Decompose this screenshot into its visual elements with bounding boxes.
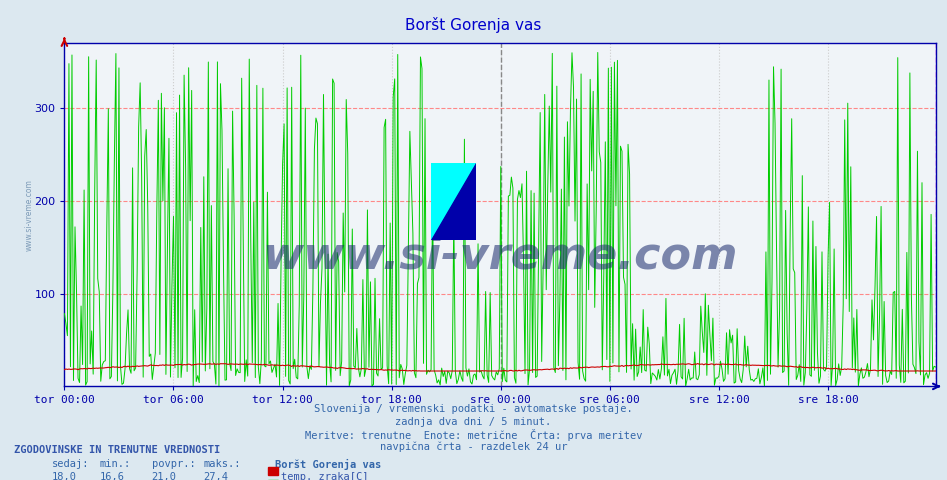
Text: min.:: min.: bbox=[99, 459, 131, 469]
Text: navpična črta - razdelek 24 ur: navpična črta - razdelek 24 ur bbox=[380, 442, 567, 452]
Text: povpr.:: povpr.: bbox=[152, 459, 195, 469]
Text: maks.:: maks.: bbox=[204, 459, 241, 469]
Text: www.si-vreme.com: www.si-vreme.com bbox=[25, 179, 34, 251]
Polygon shape bbox=[431, 163, 476, 240]
Text: ZGODOVINSKE IN TRENUTNE VREDNOSTI: ZGODOVINSKE IN TRENUTNE VREDNOSTI bbox=[14, 445, 221, 456]
Text: www.si-vreme.com: www.si-vreme.com bbox=[262, 235, 738, 277]
Text: 18,0: 18,0 bbox=[52, 472, 77, 480]
Text: Boršt Gorenja vas: Boršt Gorenja vas bbox=[405, 17, 542, 33]
Text: zadnja dva dni / 5 minut.: zadnja dva dni / 5 minut. bbox=[396, 417, 551, 427]
Text: 27,4: 27,4 bbox=[204, 472, 228, 480]
Text: 16,6: 16,6 bbox=[99, 472, 124, 480]
Text: Boršt Gorenja vas: Boršt Gorenja vas bbox=[275, 459, 381, 470]
Text: Meritve: trenutne  Enote: metrične  Črta: prva meritev: Meritve: trenutne Enote: metrične Črta: … bbox=[305, 429, 642, 441]
Text: sedaj:: sedaj: bbox=[52, 459, 90, 469]
Text: 21,0: 21,0 bbox=[152, 472, 176, 480]
Text: temp. zraka[C]: temp. zraka[C] bbox=[281, 472, 368, 480]
Text: Slovenija / vremenski podatki - avtomatske postaje.: Slovenija / vremenski podatki - avtomats… bbox=[314, 404, 633, 414]
Polygon shape bbox=[431, 163, 476, 240]
